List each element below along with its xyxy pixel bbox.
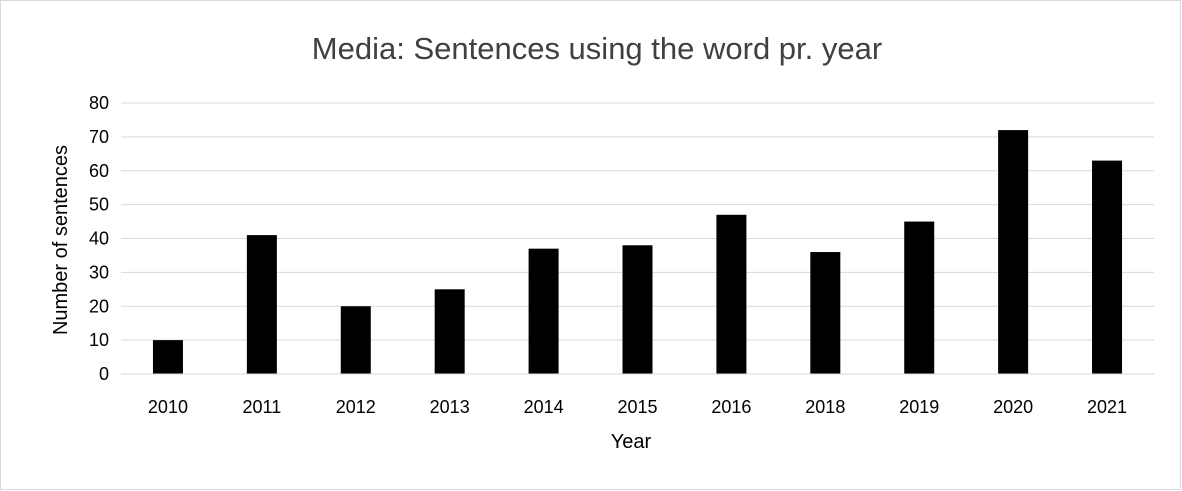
x-tick-label: 2011	[243, 397, 282, 417]
bar-2018	[810, 252, 841, 374]
x-tick-label: 2014	[524, 397, 564, 417]
bar-2014	[528, 248, 559, 374]
bar-2010	[152, 340, 183, 374]
bars	[152, 130, 1123, 374]
x-tick-label: 2021	[1087, 397, 1127, 417]
bar-2013	[434, 289, 465, 374]
y-tick-label: 20	[89, 296, 109, 316]
bar-2011	[246, 235, 277, 374]
bar-2015	[622, 245, 653, 374]
x-tick-label: 2016	[711, 397, 751, 417]
bar-2016	[716, 214, 747, 374]
y-tick-label: 10	[89, 330, 109, 350]
x-tick-label: 2018	[805, 397, 845, 417]
y-tick-label: 60	[89, 161, 109, 181]
x-tick-label: 2015	[617, 397, 657, 417]
x-tick-label: 2020	[993, 397, 1033, 417]
gridlines	[121, 102, 1154, 341]
chart-title: Media: Sentences using the word pr. year	[312, 31, 882, 66]
bar-2012	[340, 306, 371, 374]
bar-2020	[998, 130, 1029, 374]
bar-2019	[904, 221, 935, 374]
x-tick-label: 2012	[336, 397, 376, 417]
x-tick-label: 2013	[430, 397, 470, 417]
x-tick-label: 2019	[899, 397, 939, 417]
y-tick-label: 50	[89, 195, 109, 215]
x-tick-label: 2010	[148, 397, 188, 417]
y-tick-label: 30	[89, 262, 109, 282]
y-axis-title: Number of sentences	[50, 145, 72, 335]
y-tick-label: 70	[89, 127, 109, 147]
y-tick-label: 80	[89, 93, 109, 113]
x-axis-title: Year	[611, 431, 652, 453]
y-tick-label: 0	[99, 364, 109, 384]
bar-2021	[1092, 160, 1123, 374]
tick-labels: 0 10 20 30 40 50 60 70 80 2010 2011 2012 2013 2014 201…	[89, 93, 1127, 417]
y-tick-label: 40	[89, 229, 109, 249]
